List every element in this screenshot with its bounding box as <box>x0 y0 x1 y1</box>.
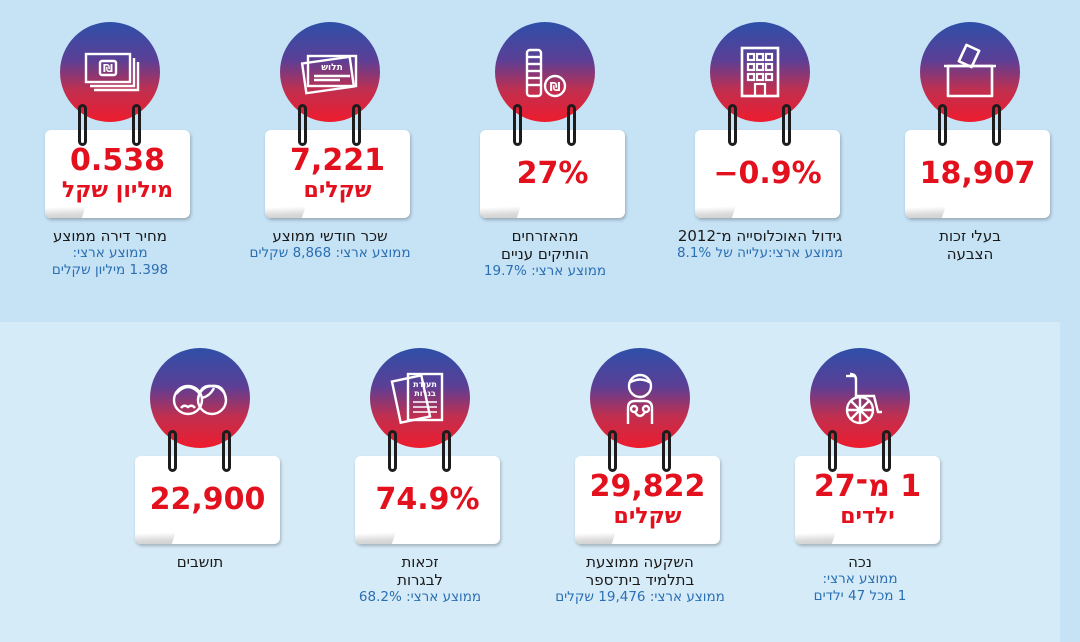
caption-line: בתלמיד בית־ספר <box>585 571 695 589</box>
caption-line: נכה <box>848 553 872 571</box>
caption-line: תושבים <box>176 553 224 571</box>
stat-caption: מהאזרחים הותיקים עניים ממוצע ארצי: 19.7% <box>455 227 635 280</box>
caption-line: שכר חודשי ממוצע <box>272 227 388 245</box>
binder-ring <box>352 104 361 146</box>
residents-faces-icon <box>150 348 250 448</box>
national-average: ממוצע ארצי: 8,868 שקלים <box>249 245 411 261</box>
binder-ring <box>513 104 522 146</box>
binder-ring <box>608 430 617 472</box>
stat-value: 74.9% <box>375 482 480 517</box>
stat-value: 27% <box>516 156 589 191</box>
svg-text:תלוש: תלוש <box>321 63 343 73</box>
wheelchair-icon <box>810 348 910 448</box>
binder-ring <box>992 104 1001 146</box>
stat-card: 74.9% <box>355 456 500 544</box>
binder-ring <box>882 430 891 472</box>
national-average: ממוצע ארצי: 19,476 שקלים <box>555 589 725 605</box>
binder-ring <box>782 104 791 146</box>
stat-caption: מחיר דירה ממוצע ממוצע ארצי: 1.398 מיליון… <box>20 227 200 279</box>
national-average: ממוצע ארצי: 68.2% <box>358 589 482 605</box>
svg-text:₪: ₪ <box>103 62 113 75</box>
stat-value: 29,822 <box>589 469 706 504</box>
stat-value: −0.9% <box>713 156 822 191</box>
caption-line: זכאות <box>401 553 439 571</box>
caption-line: לבגרות <box>397 571 443 589</box>
student-icon <box>590 348 690 448</box>
svg-text:₪: ₪ <box>550 80 561 94</box>
national-average: 1 מכל 47 ילדים <box>813 588 907 604</box>
caption-line: בעלי זכות <box>939 227 1001 245</box>
coins-stack-icon: ₪ <box>495 22 595 122</box>
binder-ring <box>442 430 451 472</box>
stat-caption: תושבים <box>110 553 290 571</box>
stat-unit: שקלים <box>303 178 372 203</box>
stat-value: 7,221 <box>290 143 385 178</box>
binder-ring <box>388 430 397 472</box>
stat-card: 29,822 שקלים <box>575 456 720 544</box>
stat-card: 7,221 שקלים <box>265 130 410 218</box>
national-average: 1.398 מיליון שקלים <box>51 262 169 278</box>
stat-card: 0.538 מיליון שקל <box>45 130 190 218</box>
stat-caption: גידול האוכלוסייה מ־2012 ממוצע ארצי:עלייה… <box>670 227 850 262</box>
banknotes-icon: ₪ <box>60 22 160 122</box>
building-icon <box>710 22 810 122</box>
caption-line: מחיר דירה ממוצע <box>53 227 167 245</box>
caption-line: הצבעה <box>946 245 994 263</box>
binder-ring <box>132 104 141 146</box>
binder-ring <box>567 104 576 146</box>
stat-caption: בעלי זכות הצבעה <box>880 227 1060 263</box>
svg-text:בגרות: בגרות <box>414 389 436 398</box>
binder-ring <box>828 430 837 472</box>
stat-unit: שקלים <box>613 504 682 529</box>
stat-value: 18,907 <box>919 156 1036 191</box>
stat-caption: שכר חודשי ממוצע ממוצע ארצי: 8,868 שקלים <box>240 227 420 262</box>
caption-line: גידול האוכלוסייה מ־2012 <box>677 227 843 245</box>
binder-ring <box>298 104 307 146</box>
stat-value: 22,900 <box>149 482 266 517</box>
stat-card: 27% <box>480 130 625 218</box>
caption-line: השקעה ממוצעת <box>586 553 694 571</box>
stat-caption: השקעה ממוצעת בתלמיד בית־ספר ממוצע ארצי: … <box>550 553 730 606</box>
national-average: ממוצע ארצי: 19.7% <box>483 263 607 279</box>
binder-ring <box>728 104 737 146</box>
stat-card: 1 מ־27 ילדים <box>795 456 940 544</box>
binder-ring <box>938 104 947 146</box>
stat-value: 0.538 <box>70 143 165 178</box>
stat-caption: נכה ממוצע ארצי: 1 מכל 47 ילדים <box>770 553 950 605</box>
binder-ring <box>222 430 231 472</box>
stat-unit: מיליון שקל <box>61 178 174 203</box>
matriculation-certificate-icon: תעודת בגרות <box>370 348 470 448</box>
stat-unit: ילדים <box>840 504 895 529</box>
stat-card: −0.9% <box>695 130 840 218</box>
paycheck-icon: תלוש <box>280 22 380 122</box>
binder-ring <box>168 430 177 472</box>
caption-line: מהאזרחים <box>511 227 579 245</box>
stat-value: 1 מ־27 <box>813 469 922 504</box>
binder-ring <box>662 430 671 472</box>
stat-card: 18,907 <box>905 130 1050 218</box>
ballot-box-icon <box>920 22 1020 122</box>
national-average: ממוצע ארצי:עלייה של 8.1% <box>676 245 844 261</box>
national-average: ממוצע ארצי: <box>72 245 148 261</box>
national-average: ממוצע ארצי: <box>822 571 898 587</box>
stat-card: 22,900 <box>135 456 280 544</box>
stat-caption: זכאות לבגרות ממוצע ארצי: 68.2% <box>330 553 510 606</box>
caption-line: הותיקים עניים <box>501 245 589 263</box>
binder-ring <box>78 104 87 146</box>
svg-text:תעודת: תעודת <box>413 380 437 389</box>
